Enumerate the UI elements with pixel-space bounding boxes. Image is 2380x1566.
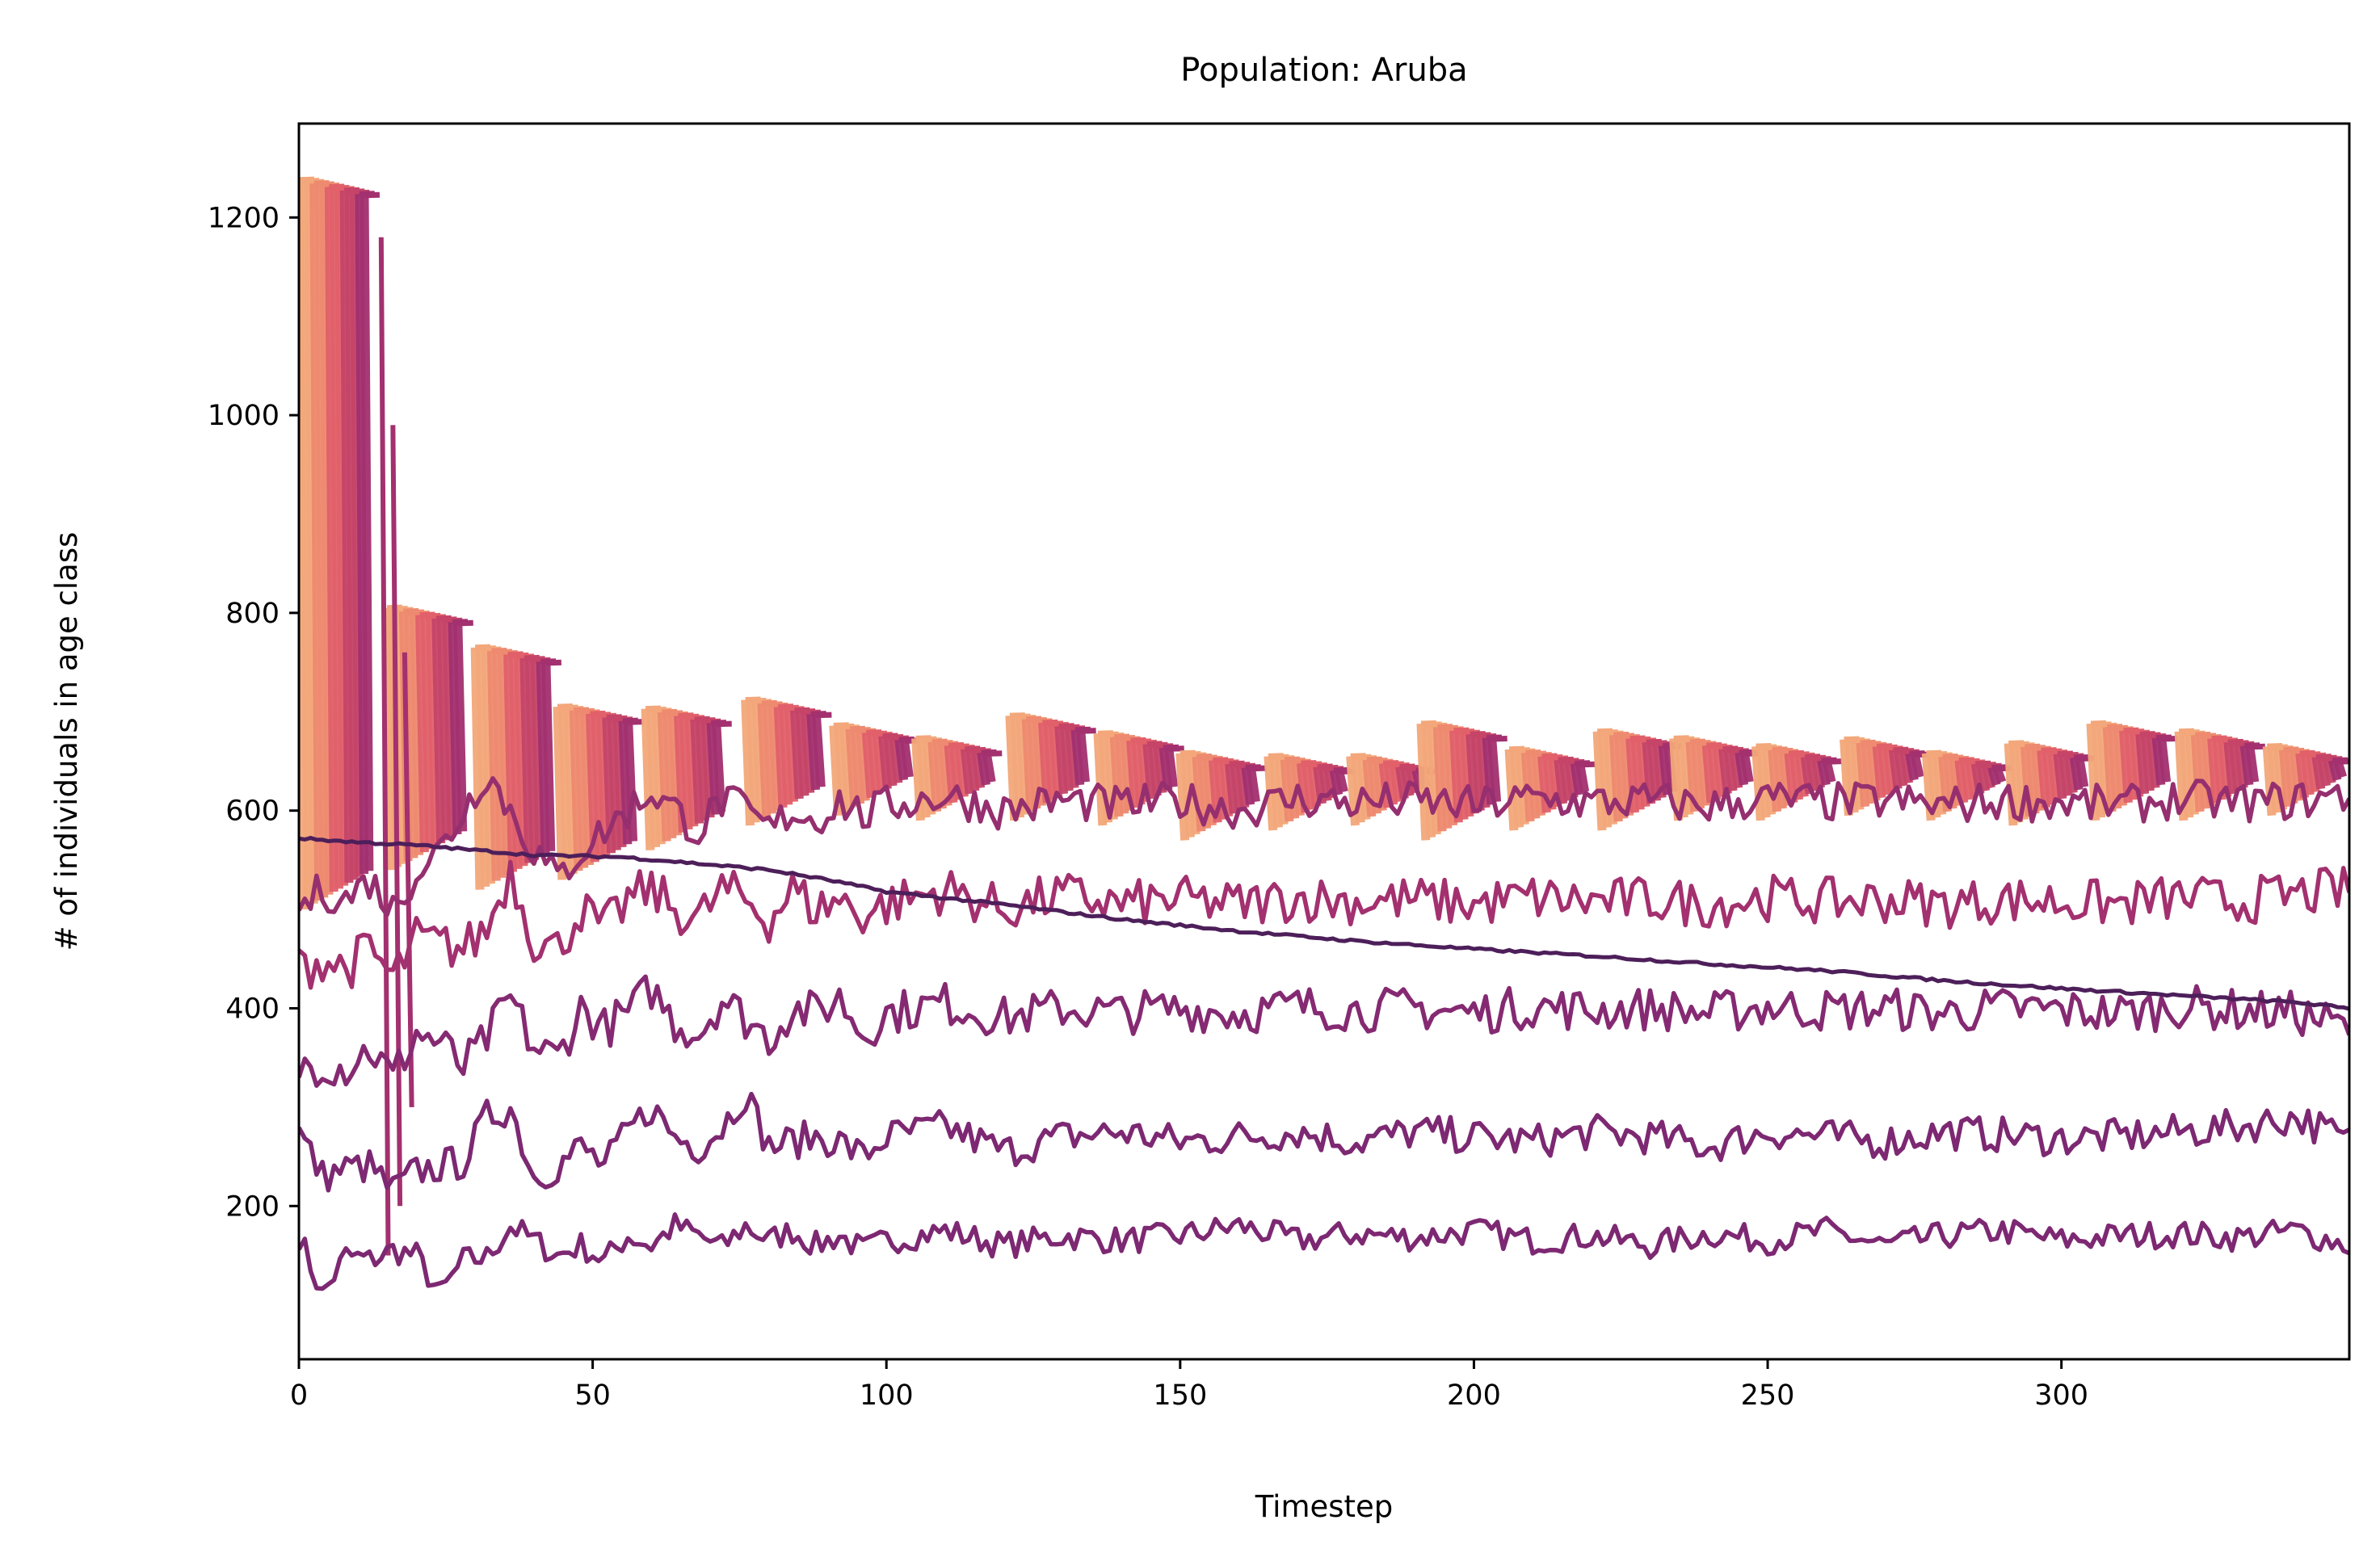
series-line-decline — [299, 835, 2349, 1011]
cohort-block — [2174, 728, 2265, 821]
cohort-block — [1669, 735, 1760, 821]
x-tick-label: 200 — [1447, 1379, 1501, 1412]
series-line — [299, 1212, 2349, 1291]
cohort-block — [470, 644, 561, 890]
cohort-block — [2004, 740, 2096, 826]
cohort-block — [1840, 736, 1931, 817]
transient-spike — [402, 652, 414, 1107]
y-tick-label: 400 — [225, 993, 280, 1025]
x-tick-label: 100 — [860, 1379, 914, 1412]
x-axis: 0 50 100 150 200 250 300 — [290, 1359, 2088, 1412]
y-tick-label: 200 — [225, 1190, 280, 1223]
chart-title: Population: Aruba — [1180, 52, 1467, 89]
transient-spike — [378, 237, 391, 1256]
y-axis-label: # of individuals in age class — [49, 532, 84, 951]
cohort-block — [741, 696, 832, 826]
x-tick-label: 250 — [1741, 1379, 1795, 1412]
x-tick-label: 300 — [2034, 1379, 2088, 1412]
series-line — [299, 974, 2349, 1088]
y-tick-label: 600 — [225, 796, 280, 828]
transient-spike — [390, 425, 403, 1207]
cohort-block — [911, 735, 1003, 821]
cohort-block — [829, 722, 920, 817]
cohort-block — [299, 176, 381, 910]
x-tick-label: 150 — [1153, 1379, 1207, 1412]
series-line — [299, 1091, 2349, 1193]
x-tick-label: 50 — [574, 1379, 611, 1412]
cohort-block — [553, 703, 644, 880]
cohort-block — [1751, 743, 1843, 821]
y-tick-label: 1200 — [208, 202, 280, 234]
y-tick-label: 800 — [225, 598, 280, 630]
cohort-block — [641, 705, 732, 850]
plot-area — [299, 176, 2349, 1291]
series-line — [299, 776, 2349, 917]
series-line — [299, 859, 2349, 990]
cohort-block — [382, 604, 473, 871]
y-axis: 200 400 600 800 1000 1200 — [208, 202, 299, 1223]
y-tick-label: 1000 — [208, 400, 280, 432]
x-tick-label: 0 — [290, 1379, 308, 1412]
x-axis-label: Timestep — [1255, 1489, 1394, 1524]
plot-frame — [297, 122, 2351, 1361]
cohort-block — [1416, 720, 1507, 841]
